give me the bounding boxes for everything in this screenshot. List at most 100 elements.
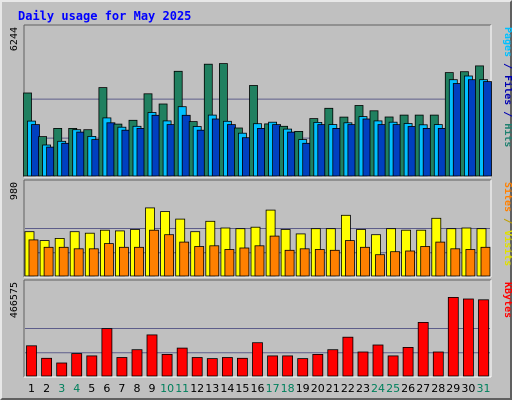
legend-part: Files — [502, 75, 512, 105]
series-legend-label: Pages / Files / Hits — [502, 27, 512, 147]
bar-sites-day-22 — [344, 240, 355, 277]
bar-sites-day-26 — [405, 250, 416, 277]
x-tick-label-day-20: 20 — [311, 382, 325, 395]
bar-sites-day-14 — [224, 249, 235, 277]
bar-kbytes-day-12 — [191, 357, 203, 377]
bar-kbytes-day-5 — [86, 355, 98, 377]
x-tick-label-day-13: 13 — [205, 382, 219, 395]
bar-kbytes-day-8 — [131, 349, 143, 377]
bar-sites-day-31 — [480, 246, 491, 277]
bar-sites-day-16 — [254, 245, 265, 277]
y-max-label: 466575 — [9, 282, 20, 318]
bar-sites-day-29 — [450, 248, 461, 277]
legend-part: / — [502, 212, 512, 230]
bar-kbytes-day-31 — [478, 299, 489, 377]
bar-kbytes-day-1 — [26, 345, 37, 377]
bar-sites-day-1 — [28, 239, 39, 277]
bar-kbytes-day-9 — [146, 334, 158, 377]
y-max-label: 980 — [9, 182, 20, 200]
x-tick-label-day-23: 23 — [356, 382, 370, 395]
x-tick-label-day-3: 3 — [58, 382, 65, 395]
bar-kbytes-day-7 — [116, 357, 128, 377]
x-tick-label-day-1: 1 — [28, 382, 35, 395]
bar-pages-day-31 — [483, 81, 492, 177]
legend-part: KBytes — [502, 282, 512, 318]
bar-sites-day-27 — [420, 246, 431, 277]
legend-part: Visits — [502, 230, 512, 266]
bar-sites-day-8 — [134, 246, 144, 277]
panel-kbytes: 466575 KBytes — [9, 279, 512, 378]
x-tick-label-day-25: 25 — [386, 382, 400, 395]
bar-sites-day-15 — [239, 247, 250, 277]
x-tick-label-day-15: 15 — [235, 382, 249, 395]
bar-sites-day-25 — [390, 251, 401, 277]
x-tick-label-day-19: 19 — [296, 382, 310, 395]
bar-kbytes-day-27 — [417, 321, 429, 377]
x-tick-label-day-9: 9 — [149, 382, 156, 395]
series-legend-label: KBytes — [502, 282, 512, 318]
bar-kbytes-day-19 — [297, 358, 309, 377]
x-tick-label-day-29: 29 — [446, 382, 460, 395]
x-tick-label-day-22: 22 — [341, 382, 355, 395]
x-tick-label-day-12: 12 — [190, 382, 204, 395]
bar-kbytes-day-20 — [312, 353, 324, 377]
bar-sites-day-9 — [149, 229, 159, 277]
bar-kbytes-day-13 — [206, 358, 218, 377]
bar-kbytes-day-3 — [56, 362, 68, 377]
bar-sites-day-10 — [164, 234, 175, 277]
x-tick-label-day-6: 6 — [103, 382, 110, 395]
bar-kbytes-day-25 — [387, 355, 399, 377]
chart-panels: 6244 Pages / Files / Hits 980 Sites / Visit… — [9, 24, 512, 378]
legend-part: Pages — [502, 27, 512, 57]
bar-kbytes-day-11 — [176, 347, 188, 377]
bar-kbytes-day-30 — [462, 298, 474, 377]
x-tick-label-day-21: 21 — [326, 382, 340, 395]
x-tick-label-day-18: 18 — [281, 382, 295, 395]
panel-hits-pages: 6244 Pages / Files / Hits — [9, 24, 512, 178]
bar-sites-day-20 — [314, 249, 325, 277]
x-tick-label-day-28: 28 — [431, 382, 445, 395]
bar-kbytes-day-17 — [267, 355, 279, 377]
x-tick-label-day-16: 16 — [251, 382, 265, 395]
bar-sites-day-5 — [88, 248, 99, 277]
x-tick-label-day-27: 27 — [416, 382, 430, 395]
x-tick-label-day-26: 26 — [401, 382, 415, 395]
panel-visits-sites: 980 Sites / Visits — [9, 179, 512, 278]
bar-kbytes-day-24 — [372, 344, 384, 377]
bar-kbytes-day-10 — [161, 353, 173, 377]
bar-sites-day-4 — [73, 248, 84, 277]
bar-sites-day-24 — [375, 254, 385, 277]
bar-kbytes-day-26 — [402, 346, 414, 377]
bar-kbytes-day-23 — [357, 351, 369, 377]
x-tick-label-day-31: 31 — [477, 382, 491, 395]
y-max-label: 6244 — [9, 27, 20, 51]
x-tick-label-day-7: 7 — [118, 382, 125, 395]
x-axis-day-labels: 1 2 3 4 5 6 7 8 9 10 11 12 13 14 15 16 17 18 19 20 21 22 23 24 2… — [28, 382, 491, 395]
bar-sites-day-21 — [329, 249, 340, 277]
bar-kbytes-day-29 — [447, 296, 459, 377]
bar-kbytes-day-4 — [71, 353, 83, 377]
bar-sites-day-7 — [119, 246, 129, 277]
bar-kbytes-day-14 — [221, 357, 233, 377]
bar-sites-day-3 — [58, 246, 69, 277]
x-tick-label-day-17: 17 — [266, 382, 280, 395]
bar-sites-day-12 — [194, 246, 205, 277]
x-tick-label-day-4: 4 — [73, 382, 80, 395]
bar-sites-day-19 — [299, 248, 310, 277]
bar-kbytes-day-28 — [432, 351, 444, 377]
chart-title: Daily usage for May 2025 — [18, 9, 191, 23]
bar-sites-day-13 — [209, 245, 220, 277]
x-tick-label-day-5: 5 — [88, 382, 95, 395]
legend-part: / — [502, 57, 512, 75]
bar-kbytes-day-18 — [282, 355, 294, 377]
x-tick-label-day-11: 11 — [175, 382, 189, 395]
bar-sites-day-6 — [104, 243, 114, 277]
bar-sites-day-17 — [269, 235, 280, 277]
x-tick-label-day-8: 8 — [134, 382, 141, 395]
bar-kbytes-day-2 — [41, 357, 52, 377]
bar-sites-day-2 — [43, 246, 54, 277]
x-tick-label-day-10: 10 — [160, 382, 174, 395]
bar-kbytes-day-21 — [327, 349, 339, 377]
legend-part: Sites — [502, 182, 512, 212]
series-legend-label: Sites / Visits — [502, 182, 512, 266]
